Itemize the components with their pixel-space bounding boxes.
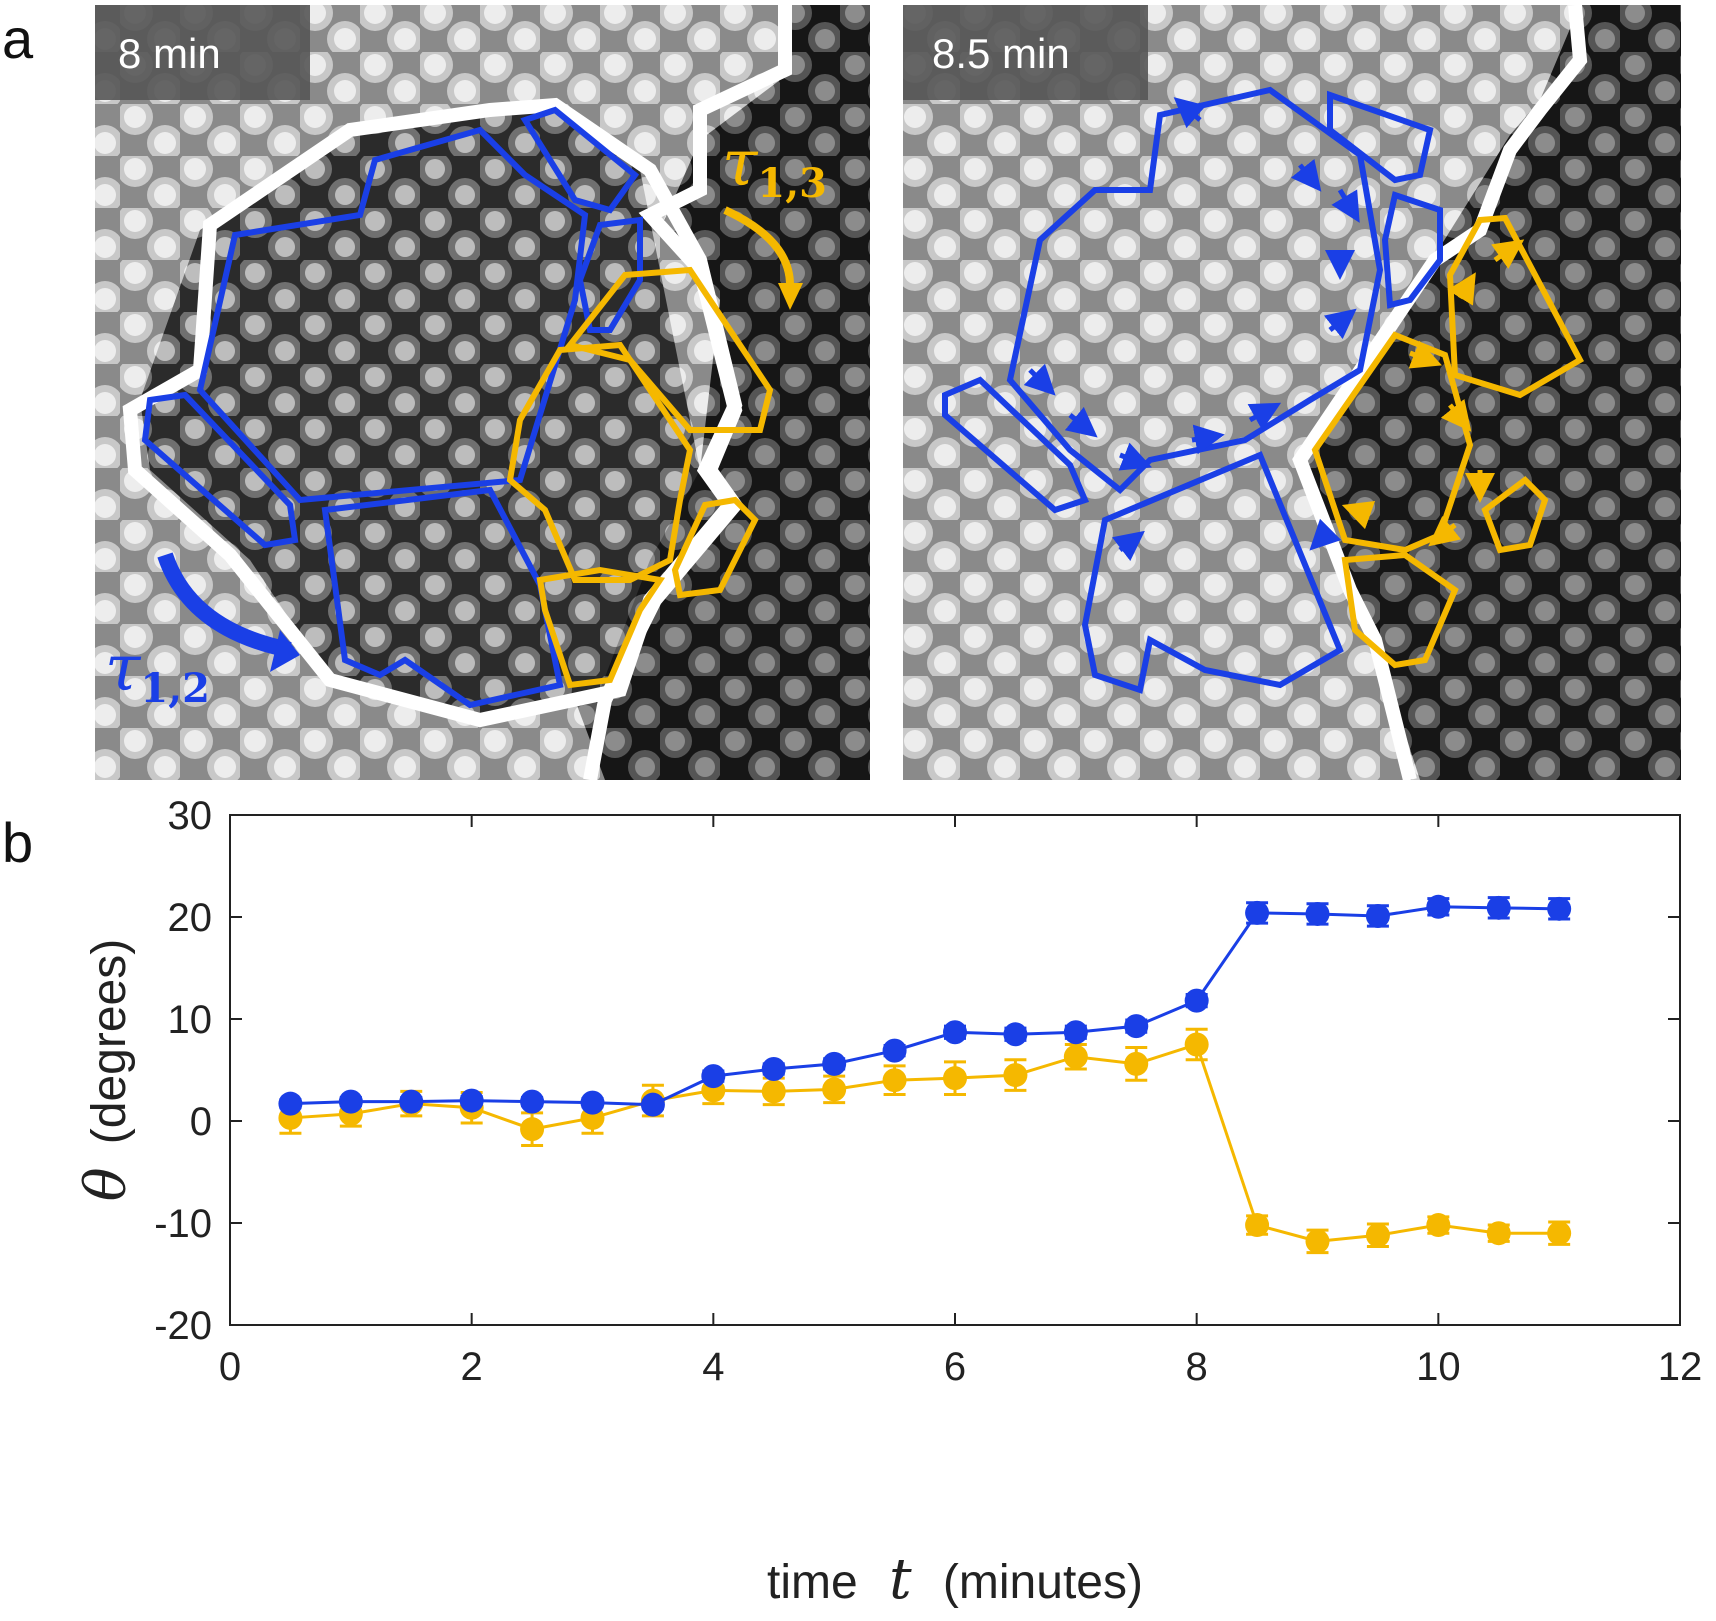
grain-boundary-right <box>1292 5 1588 780</box>
data-point-blue <box>1124 1014 1149 1039</box>
data-point-orange <box>1305 1229 1330 1254</box>
y-tick-label: 10 <box>168 998 213 1042</box>
data-point-blue <box>1426 894 1451 919</box>
left-time-label: 8 min <box>118 30 221 77</box>
data-point-orange <box>1184 1032 1209 1057</box>
series-blue <box>278 894 1572 1117</box>
data-point-orange <box>761 1079 786 1104</box>
data-point-blue <box>943 1020 967 1045</box>
data-point-blue <box>520 1089 545 1114</box>
right-time-label-box <box>903 5 1148 100</box>
data-point-orange <box>1245 1213 1270 1238</box>
x-tick-label: 8 <box>1186 1345 1208 1389</box>
x-axis-label: time t (minutes) <box>767 1547 1143 1612</box>
y-tick-label: 0 <box>190 1100 212 1144</box>
x-tick-label: 12 <box>1658 1345 1703 1389</box>
blue-grains-left <box>141 106 643 709</box>
x-tick-label: 6 <box>944 1345 966 1389</box>
data-point-blue <box>1365 903 1390 928</box>
data-point-blue <box>338 1089 363 1114</box>
data-point-blue <box>1184 988 1209 1013</box>
tau-13-subscript: 1,3 <box>757 160 827 207</box>
x-tick-label: 2 <box>461 1345 483 1389</box>
data-point-orange <box>1124 1051 1149 1076</box>
orange-grains-left <box>506 266 774 689</box>
data-point-blue <box>640 1092 665 1117</box>
data-point-orange <box>1063 1044 1088 1069</box>
orange-displacement-arrows <box>1341 239 1525 547</box>
tau-12-symbol: τ <box>105 632 142 706</box>
tau-13-symbol: τ <box>722 127 759 201</box>
tau-13-label: τ1,3 <box>722 127 827 207</box>
data-point-blue <box>701 1064 726 1089</box>
x-axis-variable: t <box>889 1547 912 1612</box>
data-point-orange <box>882 1068 907 1093</box>
tau-12-subscript: 1,2 <box>140 665 210 712</box>
panel-b-letter: b <box>2 811 33 874</box>
left-micrograph <box>95 5 870 780</box>
theta-vs-time-chart: 0 2 4 6 8 10 12 -20 -10 0 10 20 30 θ (degrees) time … <box>74 794 1702 1612</box>
left-time-label-box <box>95 5 310 100</box>
orange-rotation-arrow <box>723 206 794 286</box>
y-axis-label: θ (degrees) <box>74 939 139 1202</box>
data-point-orange <box>943 1066 967 1091</box>
series-line-blue <box>290 905 1560 1107</box>
y-tick-label: -10 <box>154 1202 212 1246</box>
x-tick-label: 10 <box>1416 1345 1461 1389</box>
x-tick-label: 0 <box>219 1345 241 1389</box>
data-point-orange <box>1426 1213 1451 1238</box>
data-point-blue <box>1063 1020 1088 1045</box>
data-point-orange <box>1365 1223 1390 1248</box>
right-micrograph <box>903 5 1681 780</box>
data-point-blue <box>882 1038 907 1063</box>
y-axis-units: (degrees) <box>83 939 136 1144</box>
data-point-blue <box>580 1090 605 1115</box>
data-point-blue <box>399 1089 424 1114</box>
series-line-orange <box>290 1042 1560 1243</box>
data-point-blue <box>1547 896 1572 921</box>
data-point-blue <box>822 1051 847 1076</box>
data-point-blue <box>459 1088 484 1113</box>
tau-12-label: τ1,2 <box>105 632 210 712</box>
data-point-orange <box>1547 1221 1572 1246</box>
x-axis-units: (minutes) <box>943 1556 1143 1609</box>
data-point-blue <box>1305 901 1330 926</box>
data-point-blue <box>1003 1022 1028 1047</box>
orange-grains-right <box>1311 214 1584 669</box>
data-point-orange <box>1486 1221 1511 1246</box>
y-axis-variable: θ <box>74 1168 139 1202</box>
panel-a-letter: a <box>2 7 34 70</box>
x-tick-label: 4 <box>702 1345 724 1389</box>
data-point-blue <box>1486 895 1511 920</box>
blue-displacement-arrows <box>1023 97 1360 562</box>
blue-rotation-arrow <box>157 552 292 658</box>
data-point-blue <box>278 1091 303 1116</box>
right-time-label: 8.5 min <box>932 30 1070 77</box>
x-axis-time-word: time <box>767 1556 858 1609</box>
data-point-orange <box>1003 1063 1028 1088</box>
data-point-blue <box>761 1056 786 1081</box>
y-tick-label: 30 <box>168 794 213 838</box>
data-point-orange <box>822 1077 847 1102</box>
y-tick-label: 20 <box>168 896 213 940</box>
data-point-blue <box>1245 900 1270 925</box>
y-tick-label: -20 <box>154 1304 212 1348</box>
data-point-orange <box>520 1117 545 1142</box>
